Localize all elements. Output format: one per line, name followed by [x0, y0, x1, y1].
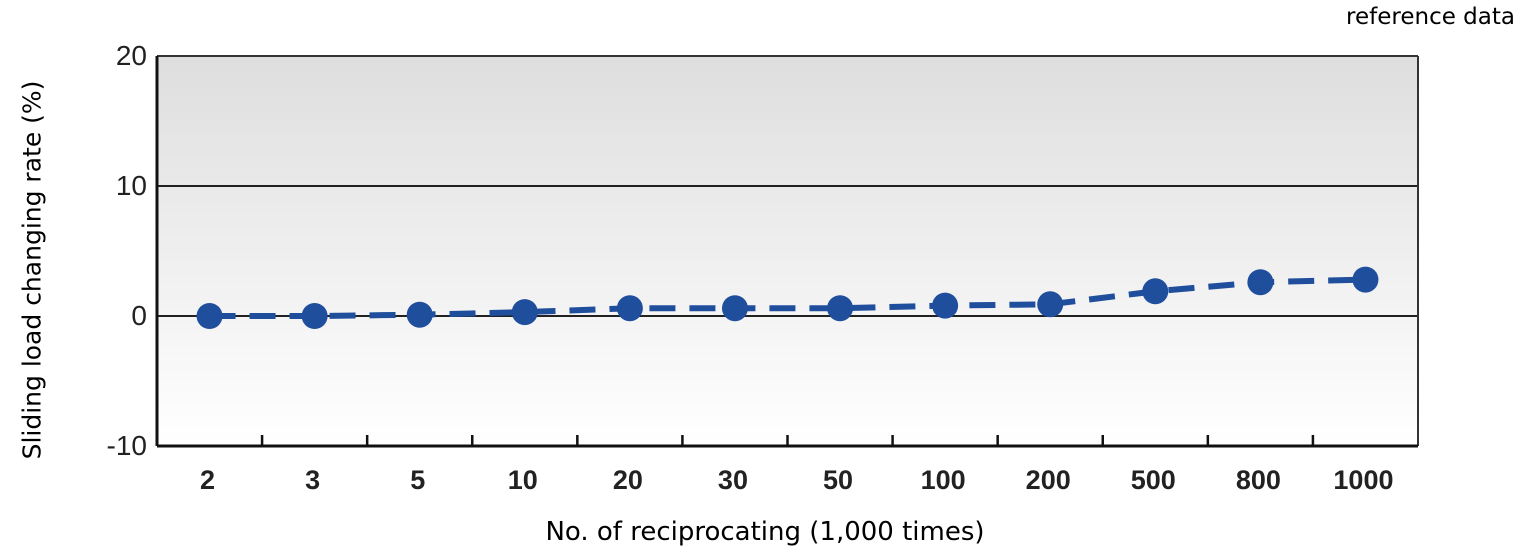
x-tick-label: 3	[305, 465, 320, 495]
x-tick-label: 500	[1131, 465, 1176, 495]
series-line	[209, 276, 1366, 319]
x-tick-label: 800	[1236, 465, 1281, 495]
x-tick-label: 100	[921, 465, 966, 495]
x-tick-label: 2	[200, 465, 215, 495]
x-tick-label: 10	[508, 465, 538, 495]
data-point	[301, 303, 328, 329]
x-tick-label: 5	[410, 465, 425, 495]
y-tick-label: 20	[116, 40, 147, 71]
data-point	[827, 295, 854, 322]
data-point	[196, 303, 223, 329]
y-tick-label: 10	[116, 170, 147, 201]
y-tick-label: 0	[131, 300, 147, 331]
data-point	[511, 299, 538, 326]
data-point	[1037, 291, 1064, 318]
x-axis-label: No. of reciprocating (1,000 times)	[545, 517, 985, 547]
y-tick-label: -10	[107, 430, 147, 461]
data-point	[932, 292, 959, 319]
data-point	[721, 295, 748, 322]
x-tick-label: 30	[718, 465, 748, 495]
x-tick-label: 1000	[1333, 465, 1393, 495]
data-point	[1247, 269, 1274, 296]
reference-data-note: reference data	[1346, 4, 1515, 30]
x-tick-label: 50	[823, 465, 853, 495]
x-tick-label: 200	[1026, 465, 1071, 495]
x-tick-label: 20	[613, 465, 643, 495]
plot-area	[157, 56, 1418, 446]
data-point	[1352, 266, 1379, 293]
y-axis-label: Sliding load changing rate (%)	[17, 80, 47, 460]
data-point	[406, 301, 433, 328]
data-point	[616, 295, 643, 322]
data-point	[1142, 278, 1169, 305]
